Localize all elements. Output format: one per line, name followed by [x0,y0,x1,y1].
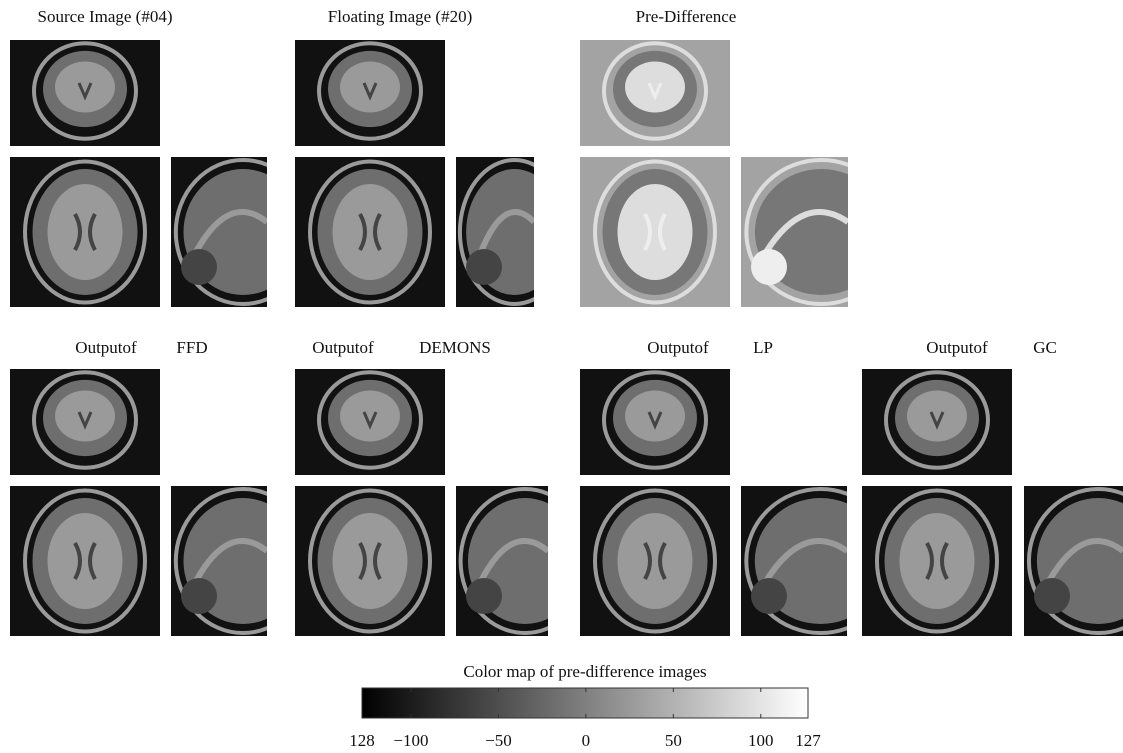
cerebellum [751,578,787,614]
axial-image [580,486,730,636]
panel-title: Pre-Difference [636,7,737,26]
white-matter [55,391,115,442]
axial-image [10,486,160,636]
panel-title: Source Image (#04) [37,7,172,26]
coronal-image [295,40,445,146]
coronal-image [580,40,730,146]
tick-label: −50 [485,731,512,750]
sagittal-image [456,486,589,636]
white-matter [618,513,693,609]
white-matter [340,62,400,113]
output-method: GC [1033,338,1057,357]
panel-title: Floating Image (#20) [328,7,472,26]
output-method: LP [753,338,773,357]
white-matter [333,184,408,280]
axial-image [295,157,445,307]
tick-label: 128 [349,731,375,750]
sagittal-image [171,486,310,636]
output-method: FFD [176,338,207,357]
white-matter [340,391,400,442]
figure: Source Image (#04) Floating Image (#20) … [0,0,1123,753]
colorbar [362,688,808,718]
axial-image [580,157,730,307]
cerebellum [466,578,502,614]
coronal-image [10,369,160,475]
coronal-image [295,369,445,475]
sagittal-image [1024,486,1123,636]
axial-image [295,486,445,636]
sagittal-image [741,157,896,307]
tick-label: −100 [393,731,428,750]
cerebellum [181,578,217,614]
tick-label: 0 [582,731,591,750]
tick-label: 100 [748,731,774,750]
tick-label: 50 [665,731,682,750]
sagittal-image [456,157,569,307]
sagittal-image [171,157,310,307]
coronal-image [862,369,1012,475]
axial-image [10,157,160,307]
cerebellum [181,249,217,285]
white-matter [48,513,123,609]
output-prefix: Outputof [312,338,374,357]
white-matter [618,184,693,280]
white-matter [900,513,975,609]
output-method: DEMONS [419,338,491,357]
white-matter [48,184,123,280]
tick-label: 127 [795,731,821,750]
cerebellum [1034,578,1070,614]
output-prefix: Outputof [926,338,988,357]
output-prefix: Outputof [75,338,137,357]
white-matter [333,513,408,609]
colorbar-title: Color map of pre-difference images [463,662,706,681]
white-matter [55,62,115,113]
cerebellum [751,249,787,285]
coronal-image [10,40,160,146]
output-prefix: Outputof [647,338,709,357]
cerebellum [466,249,502,285]
axial-image [862,486,1012,636]
white-matter [625,62,685,113]
white-matter [907,391,967,442]
coronal-image [580,369,730,475]
white-matter [625,391,685,442]
